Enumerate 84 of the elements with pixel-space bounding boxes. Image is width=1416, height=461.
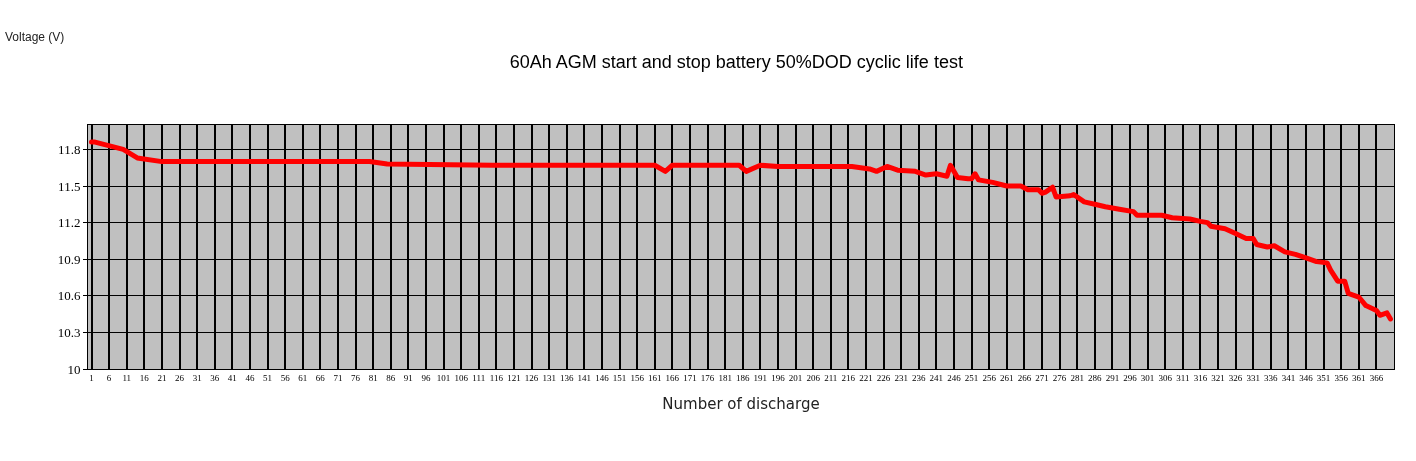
x-tick-label: 301 bbox=[1140, 372, 1155, 383]
x-tick-label: 96 bbox=[421, 372, 431, 383]
x-tick-label: 311 bbox=[1176, 372, 1190, 383]
text: Voltage (V) bbox=[5, 30, 65, 44]
x-tick-label: 106 bbox=[454, 372, 469, 383]
x-tick-label: 101 bbox=[436, 372, 451, 383]
x-tick-label: 181 bbox=[718, 372, 732, 383]
x-tick-label: 201 bbox=[788, 372, 803, 383]
x-tick-label: 281 bbox=[1070, 372, 1084, 383]
x-tick-label: 326 bbox=[1228, 372, 1243, 383]
y-tick-label: 10.9 bbox=[57, 251, 81, 267]
x-tick-label: 231 bbox=[894, 372, 908, 383]
y-tick-label: 10 bbox=[67, 361, 81, 377]
x-tick-label: 346 bbox=[1299, 372, 1314, 383]
x-tick-label: 1 bbox=[89, 372, 94, 383]
x-tick-label: 226 bbox=[876, 372, 891, 383]
x-tick-label: 336 bbox=[1264, 372, 1279, 383]
y-tick-label: 10.3 bbox=[57, 324, 81, 340]
x-tick-label: 66 bbox=[315, 372, 326, 383]
x-tick-label: 61 bbox=[298, 372, 308, 383]
y-tick-label: 11.2 bbox=[58, 215, 81, 231]
x-tick-label: 261 bbox=[1000, 372, 1014, 383]
x-tick-label: 111 bbox=[472, 372, 486, 383]
x-tick-label: 356 bbox=[1334, 372, 1349, 383]
x-tick-label: 251 bbox=[964, 372, 979, 383]
x-tick-label: 81 bbox=[368, 372, 378, 383]
x-tick-label: 221 bbox=[859, 372, 873, 383]
x-tick-label: 56 bbox=[280, 372, 291, 383]
y-tick-label: 10.6 bbox=[57, 288, 81, 304]
x-tick-label: 316 bbox=[1193, 372, 1208, 383]
x-tick-label: 166 bbox=[665, 372, 680, 383]
x-tick-label: 131 bbox=[542, 372, 556, 383]
x-tick-label: 321 bbox=[1211, 372, 1225, 383]
x-tick-label: 26 bbox=[175, 372, 185, 383]
x-tick-label: 366 bbox=[1369, 372, 1384, 383]
y-tick-label: 11.5 bbox=[58, 178, 81, 194]
x-tick-label: 196 bbox=[771, 372, 786, 383]
x-axis-title: Number of discharge bbox=[662, 394, 820, 413]
x-tick-label: 136 bbox=[560, 372, 574, 383]
x-tick-label: 21 bbox=[157, 372, 167, 383]
x-tick-label: 161 bbox=[648, 372, 662, 383]
x-tick-label: 256 bbox=[982, 372, 997, 383]
x-tick-label: 46 bbox=[245, 372, 255, 383]
x-tick-label: 246 bbox=[947, 372, 962, 383]
x-tick-label: 36 bbox=[210, 372, 220, 383]
x-tick-label: 91 bbox=[403, 372, 413, 383]
x-tick-label: 11 bbox=[122, 372, 132, 383]
x-tick-label: 361 bbox=[1352, 372, 1366, 383]
x-tick-label: 306 bbox=[1158, 372, 1173, 383]
x-tick-label: 266 bbox=[1017, 372, 1032, 383]
x-tick-label: 51 bbox=[263, 372, 273, 383]
x-tick-label: 146 bbox=[595, 372, 610, 383]
x-tick-label: 211 bbox=[824, 372, 838, 383]
x-tick-label: 176 bbox=[700, 372, 715, 383]
x-tick-label: 116 bbox=[489, 372, 504, 383]
x-tick-label: 216 bbox=[841, 372, 856, 383]
x-tick-label: 291 bbox=[1105, 372, 1120, 383]
x-tick-label: 286 bbox=[1088, 372, 1103, 383]
x-tick-label: 71 bbox=[333, 372, 343, 383]
x-tick-label: 331 bbox=[1246, 372, 1260, 383]
x-tick-label: 186 bbox=[736, 372, 751, 383]
x-tick-label: 41 bbox=[227, 372, 237, 383]
x-tick-label: 236 bbox=[912, 372, 927, 383]
x-tick-label: 156 bbox=[630, 372, 645, 383]
x-tick-label: 126 bbox=[524, 372, 539, 383]
x-tick-label: 341 bbox=[1281, 372, 1296, 383]
x-tick-label: 6 bbox=[106, 372, 112, 383]
x-tick-label: 241 bbox=[929, 372, 944, 383]
x-tick-label: 296 bbox=[1123, 372, 1138, 383]
x-tick-label: 171 bbox=[683, 372, 697, 383]
x-tick-label: 141 bbox=[577, 372, 592, 383]
x-tick-label: 86 bbox=[386, 372, 396, 383]
x-tick-label: 271 bbox=[1035, 372, 1049, 383]
x-tick-label: 276 bbox=[1052, 372, 1067, 383]
x-tick-label: 151 bbox=[612, 372, 627, 383]
y-tick-label: 11.8 bbox=[58, 141, 81, 157]
x-tick-label: 121 bbox=[507, 372, 521, 383]
x-tick-label: 16 bbox=[139, 372, 150, 383]
chart-title: 60Ah AGM start and stop battery 50%DOD cyclic life test bbox=[509, 52, 963, 73]
x-tick-label: 31 bbox=[192, 372, 202, 383]
x-tick-label: 76 bbox=[351, 372, 361, 383]
x-tick-label: 351 bbox=[1316, 372, 1331, 383]
x-tick-label: 206 bbox=[806, 372, 821, 383]
x-tick-label: 191 bbox=[753, 372, 768, 383]
